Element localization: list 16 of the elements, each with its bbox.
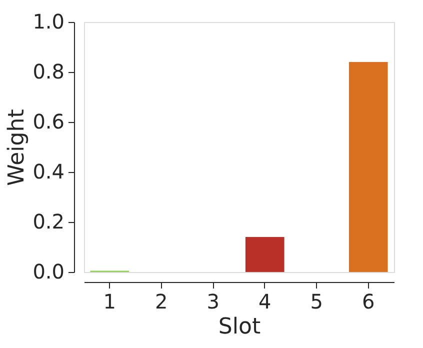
bar: [348, 62, 388, 272]
y-tick-label: 0.4: [32, 160, 64, 184]
x-tick-label: 2: [155, 290, 168, 314]
bar: [245, 237, 284, 272]
x-tick-label: 1: [103, 290, 116, 314]
y-tick-label: 1.0: [32, 10, 64, 34]
x-tick-label: 5: [310, 290, 323, 314]
y-tick-label: 0.8: [32, 60, 64, 84]
y-tick-label: 0.6: [32, 110, 64, 134]
x-tick-label: 4: [258, 290, 272, 314]
x-tick-label: 6: [362, 290, 375, 314]
y-tick-label: 0.0: [32, 260, 64, 284]
y-tick-label: 0.2: [32, 210, 64, 234]
x-tick-label: 3: [206, 290, 220, 314]
y-axis-title: Weight: [4, 108, 30, 186]
x-axis-title: Slot: [218, 314, 261, 340]
